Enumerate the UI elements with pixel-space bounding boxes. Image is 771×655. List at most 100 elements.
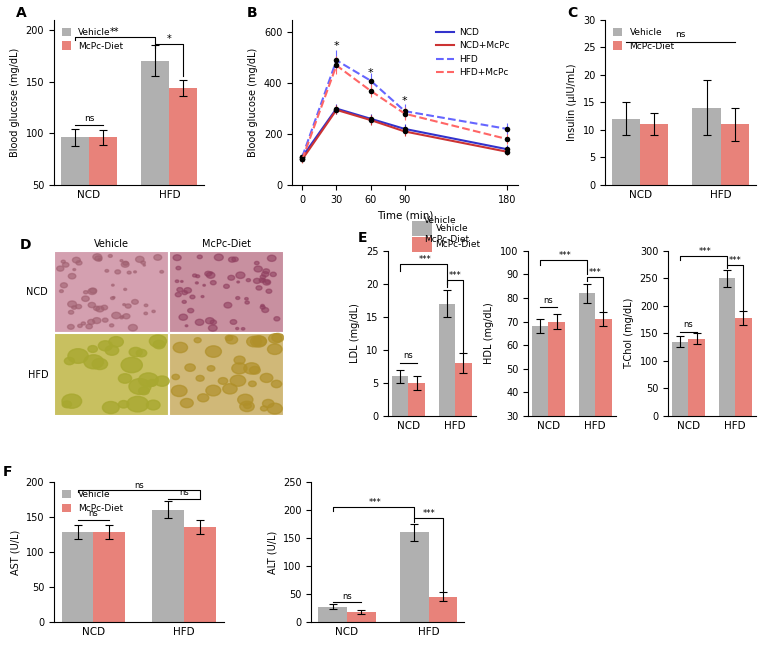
Circle shape (195, 282, 198, 284)
Circle shape (197, 394, 209, 402)
Text: A: A (16, 7, 27, 20)
Bar (692, 108, 721, 185)
Circle shape (121, 261, 129, 267)
Circle shape (72, 257, 80, 263)
Text: ***: *** (449, 271, 462, 280)
Circle shape (123, 304, 126, 306)
Circle shape (120, 316, 123, 319)
Bar (595, 319, 611, 487)
Circle shape (153, 340, 165, 348)
Circle shape (132, 299, 138, 305)
Bar (170, 88, 197, 236)
Circle shape (68, 324, 74, 329)
Circle shape (154, 255, 162, 260)
Circle shape (207, 272, 215, 278)
Circle shape (127, 271, 131, 274)
Circle shape (129, 324, 137, 331)
Circle shape (177, 288, 183, 292)
Circle shape (210, 320, 217, 324)
Circle shape (68, 301, 76, 307)
Circle shape (93, 318, 101, 324)
Bar (400, 533, 429, 622)
Bar (412, 238, 432, 252)
Bar (640, 124, 668, 185)
Circle shape (112, 312, 121, 319)
Text: ns: ns (544, 296, 554, 305)
Text: ns: ns (84, 114, 94, 123)
Legend: Vehicle, McPc-Diet: Vehicle, McPc-Diet (59, 487, 127, 516)
Circle shape (196, 375, 204, 381)
Circle shape (173, 343, 187, 352)
Circle shape (72, 306, 76, 309)
Circle shape (69, 310, 74, 314)
Circle shape (82, 296, 89, 301)
Circle shape (231, 375, 246, 386)
Text: ns: ns (675, 30, 685, 39)
Bar (169, 333, 284, 416)
Circle shape (119, 401, 129, 408)
Circle shape (150, 335, 167, 347)
Circle shape (92, 358, 108, 369)
Circle shape (98, 259, 101, 261)
Text: ns: ns (180, 488, 189, 497)
Circle shape (183, 288, 191, 293)
Circle shape (254, 266, 262, 272)
Circle shape (268, 403, 282, 414)
Circle shape (259, 278, 265, 282)
Text: McPc-Diet: McPc-Diet (436, 240, 481, 250)
Circle shape (109, 324, 114, 327)
Text: *: * (167, 35, 172, 45)
Circle shape (141, 261, 146, 264)
Circle shape (274, 316, 280, 321)
Circle shape (224, 303, 232, 308)
Circle shape (210, 280, 216, 285)
Circle shape (261, 279, 264, 282)
Circle shape (210, 272, 213, 274)
Text: D: D (19, 238, 31, 252)
Circle shape (160, 271, 163, 273)
Circle shape (81, 322, 86, 325)
Circle shape (214, 254, 224, 261)
Circle shape (88, 303, 96, 308)
Circle shape (60, 283, 67, 288)
Text: *: * (402, 96, 408, 105)
Text: HFD: HFD (28, 369, 49, 380)
Text: NCD: NCD (26, 287, 49, 297)
Bar (141, 61, 170, 236)
Y-axis label: T-Chol (mg/dL): T-Chol (mg/dL) (625, 297, 635, 369)
Circle shape (262, 308, 268, 312)
Bar (93, 533, 125, 622)
Y-axis label: Insulin (μIU/mL): Insulin (μIU/mL) (567, 64, 577, 141)
Circle shape (244, 297, 248, 300)
Circle shape (250, 366, 261, 374)
Bar (153, 510, 184, 622)
Circle shape (185, 325, 188, 327)
Y-axis label: Blood glucose (mg/dL): Blood glucose (mg/dL) (248, 48, 258, 157)
Circle shape (95, 256, 102, 261)
X-axis label: Time (min): Time (min) (376, 210, 433, 220)
Bar (612, 119, 640, 185)
Circle shape (195, 319, 204, 326)
Circle shape (143, 265, 146, 266)
Circle shape (115, 270, 120, 274)
Bar (412, 221, 432, 236)
Circle shape (123, 314, 130, 319)
Circle shape (223, 384, 237, 394)
Circle shape (203, 284, 205, 286)
Circle shape (261, 272, 269, 276)
Circle shape (62, 263, 69, 267)
Circle shape (121, 316, 124, 318)
Bar (392, 376, 409, 416)
Circle shape (105, 345, 119, 355)
Text: ns: ns (89, 510, 99, 518)
Bar (169, 251, 284, 333)
Bar (719, 278, 736, 416)
Text: ***: *** (589, 268, 601, 276)
Circle shape (146, 400, 160, 410)
Circle shape (260, 275, 266, 279)
Circle shape (113, 297, 115, 298)
Bar (439, 304, 455, 416)
Bar (721, 124, 749, 185)
Circle shape (263, 280, 271, 285)
Circle shape (125, 304, 131, 308)
